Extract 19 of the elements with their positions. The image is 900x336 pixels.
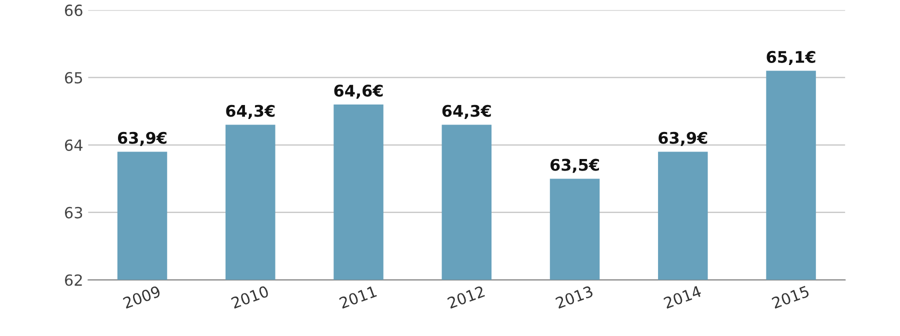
data-label: 64,6€ xyxy=(334,84,383,99)
data-label: 64,3€ xyxy=(226,104,275,119)
y-tick-label: 64 xyxy=(64,139,82,152)
data-label: 63,9€ xyxy=(658,132,708,146)
x-tick-label: 2013 xyxy=(555,285,594,309)
x-tick-label: 2014 xyxy=(663,285,702,309)
data-label: 63,9€ xyxy=(118,132,166,146)
x-tick-label: 2012 xyxy=(446,286,485,309)
x-tick-label: 2011 xyxy=(338,285,377,309)
y-tick-label: 62 xyxy=(64,274,82,286)
data-label: 65,1€ xyxy=(766,50,816,66)
x-tick-label: 2009 xyxy=(122,285,162,309)
y-tick-label: 66 xyxy=(64,4,82,16)
y-tick-label: 65 xyxy=(64,72,82,84)
data-label: 63,5€ xyxy=(550,158,599,173)
y-tick-label: 63 xyxy=(64,206,82,218)
x-tick-label: 2010 xyxy=(230,285,270,309)
x-tick-label: 2015 xyxy=(771,285,810,309)
data-label: 64,3€ xyxy=(442,104,491,119)
